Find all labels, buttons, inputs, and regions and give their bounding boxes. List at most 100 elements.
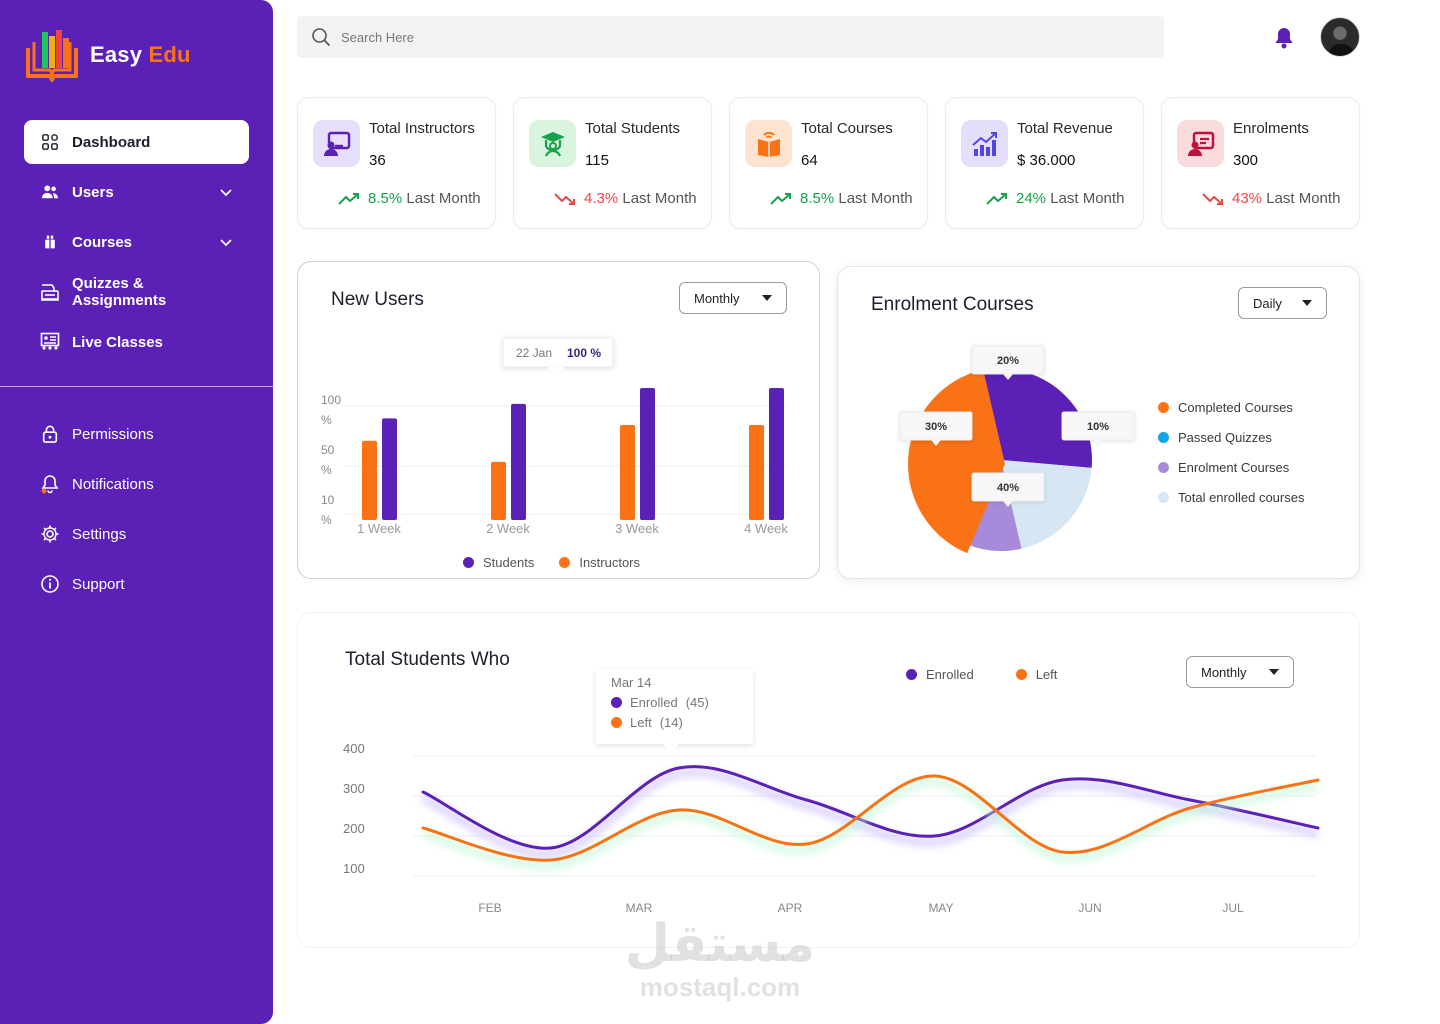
app-logo[interactable]: Easy Edu [24,26,191,84]
notification-bell-icon[interactable] [1273,26,1295,50]
tooltip-date: 22 Jan [516,346,552,360]
search-input[interactable] [341,29,1101,45]
y-tick-unit: % [321,463,332,477]
users-icon [40,182,60,202]
app-name-part1: Easy [90,42,143,67]
stat-value: 115 [585,152,609,169]
sidebar-item-notifications[interactable]: Notifications [24,462,249,506]
stat-label: Total Instructors [369,120,475,137]
tooltip-row-enrolled: Enrolled (45) [611,695,753,710]
stat-label: Total Students [585,120,681,137]
sidebar-item-quizzes[interactable]: Quizzes & Assignments [24,270,249,314]
trend-up-icon [338,192,359,205]
dropdown-value: Monthly [1201,664,1247,680]
legend-dot-left [1015,669,1027,680]
lock-icon [40,424,60,444]
bar-students [769,388,784,520]
chevron-down-icon[interactable] [219,235,233,249]
y-tick-unit: % [321,513,332,527]
caret-down-icon [1269,669,1279,675]
legend-dot-passed-quizzes [1158,432,1169,443]
sidebar-item-users[interactable]: Users [24,170,249,214]
sidebar-item-settings[interactable]: Settings [24,512,249,556]
enrolment-period-dropdown[interactable]: Daily [1238,287,1327,319]
stat-change-suffix: Last Month [1050,190,1125,207]
y-tick-unit: % [321,413,332,427]
line-glow [421,777,1319,871]
trend-up-icon [770,192,791,205]
pie-callout-pointer [1093,440,1103,446]
sidebar-item-permissions[interactable]: Permissions [24,412,249,456]
stat-trend: 4.3% Last Month [554,190,697,207]
tooltip-row-left: Left (14) [611,715,753,730]
user-avatar[interactable] [1320,17,1360,57]
dropdown-value: Daily [1253,295,1282,311]
sidebar-item-dashboard[interactable]: Dashboard [24,120,249,164]
stat-tile [1177,120,1224,167]
students-who-line-chart: 400 300 200 100 FEB MAR APR MAY JUN JUL [343,741,1320,915]
quiz-icon [40,282,60,302]
info-icon [40,574,60,594]
pie-legend-item: Passed Quizzes [1158,430,1304,445]
sidebar: Easy Edu Dashboard Users Courses [0,0,273,1024]
line-series [421,765,1320,871]
bar-x-axis: 1 Week 2 Week 3 Week 4 Week [357,521,788,536]
pie-legend-item: Total enrolled courses [1158,490,1304,505]
stat-tile [961,120,1008,167]
pie-slice [980,369,1092,468]
line-legend: Enrolled Left [906,667,1057,682]
pie-slice-label: 20% [997,355,1019,367]
line-x-axis: FEB MAR APR MAY JUN JUL [478,901,1244,915]
y-tick-label: 10 [321,493,335,507]
pie-callout-pointer [931,440,941,446]
enrolment-icon [1187,131,1214,156]
sidebar-item-support[interactable]: Support [24,562,249,606]
y-tick-label: 50 [321,443,335,457]
caret-down-icon [1302,300,1312,306]
sidebar-item-live-classes[interactable]: Live Classes [24,320,249,364]
stat-change: 24% [1016,190,1047,207]
legend-label: Enrolment Courses [1178,460,1290,475]
tooltip-enrolled-label: Enrolled [630,695,678,710]
students-who-period-dropdown[interactable]: Monthly [1186,656,1294,688]
y-tick-label: 100 [321,393,341,407]
sidebar-divider [0,386,273,387]
stat-change-suffix: Last Month [838,190,913,207]
dropdown-value: Monthly [694,290,740,306]
y-tick-label: 400 [343,741,365,756]
sidebar-item-label: Permissions [72,425,154,443]
stat-tile [745,120,792,167]
bar-instructors [620,424,635,520]
stat-card-revenue: Total Revenue $ 36.000 24% Last Month [945,97,1144,229]
bar-instructors [362,440,377,520]
y-tick-label: 300 [343,781,365,796]
bar-students [382,418,397,520]
stat-label: Total Revenue [1017,120,1113,137]
legend-dot-completed [1158,402,1169,413]
sidebar-item-label: Courses [72,233,133,251]
x-tick-label: 3 Week [615,521,659,536]
watermark-latin: mostaql.com [639,972,801,1002]
legend-dot-students [463,557,474,568]
trend-up-icon [986,192,1007,205]
bar-students [640,388,655,520]
sidebar-item-courses[interactable]: Courses [24,220,249,264]
x-tick-label: APR [778,901,803,915]
new-users-period-dropdown[interactable]: Monthly [679,282,787,314]
sidebar-item-label: Quizzes & Assignments [72,275,167,309]
search-bar[interactable] [297,16,1164,58]
courses-icon [40,232,60,252]
chevron-down-icon[interactable] [219,185,233,199]
stat-label: Enrolments [1233,120,1309,137]
stat-trend: 8.5% Last Month [770,190,913,207]
y-tick-label: 100 [343,861,365,876]
x-tick-label: FEB [478,901,501,915]
line-tooltip: Mar 14 Enrolled (45) Left (14) [596,669,753,752]
instructor-icon [323,131,350,156]
stat-change: 4.3% [584,190,619,207]
pie-callout-pointer [1003,374,1013,380]
line-glow [421,768,1319,859]
tooltip-left-label: Left [630,715,652,730]
stat-change-suffix: Last Month [406,190,481,207]
stat-change: 8.5% [368,190,403,207]
